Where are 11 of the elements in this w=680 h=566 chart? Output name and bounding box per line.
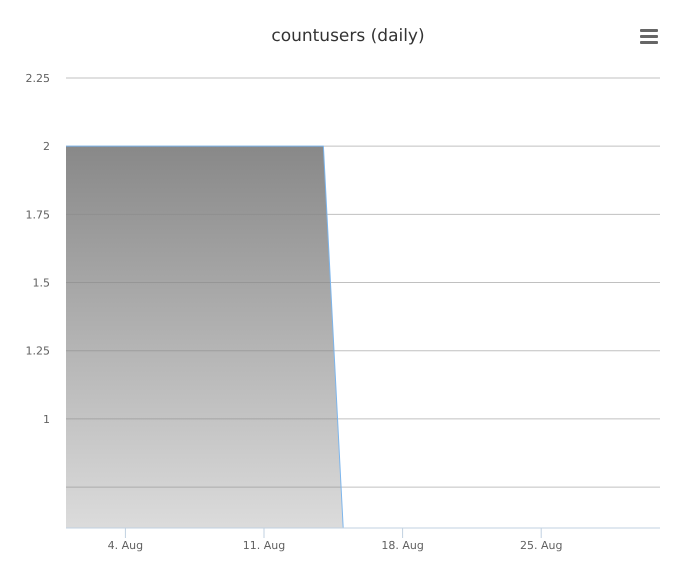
x-tick-label: 18. Aug [381, 539, 424, 552]
x-tick-label: 4. Aug [108, 539, 144, 552]
x-tick-label: 11. Aug [242, 539, 286, 552]
x-tick-label: 25. Aug [520, 539, 562, 552]
y-tick-label: 1 [43, 412, 50, 426]
y-tick-label: 2 [43, 140, 50, 154]
y-tick-label: 2.25 [26, 72, 50, 85]
chart-title: countusers (daily) [271, 26, 425, 46]
y-tick-label: 1.5 [32, 276, 50, 290]
y-tick-label: 1.75 [26, 208, 50, 222]
y-tick-label: 1.25 [26, 344, 50, 358]
